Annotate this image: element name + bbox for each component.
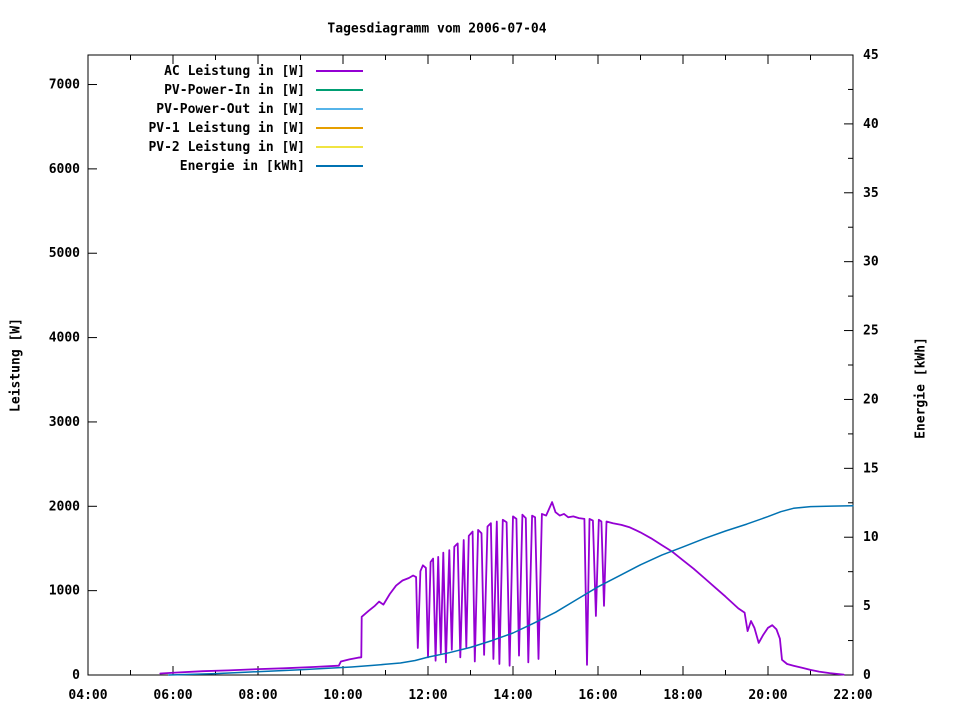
y-right-tick-label: 10 — [863, 530, 879, 545]
series-line-energie — [168, 505, 854, 676]
x-axis-tick-label: 22:00 — [833, 688, 872, 703]
legend-label: PV-2 Leistung in [W] — [148, 140, 305, 155]
x-axis-tick-label: 20:00 — [748, 688, 787, 703]
x-axis-tick-label: 04:00 — [68, 688, 107, 703]
x-axis-tick-label: 08:00 — [238, 688, 277, 703]
y-right-tick-label: 45 — [863, 48, 879, 63]
x-axis-tick-label: 18:00 — [663, 688, 702, 703]
y-left-tick-label: 7000 — [49, 78, 80, 93]
y-left-tick-label: 3000 — [49, 415, 80, 430]
y-right-tick-label: 25 — [863, 324, 879, 339]
y-right-tick-label: 40 — [863, 117, 879, 132]
y-right-axis-title: Energie [kWh] — [913, 337, 929, 439]
y-left-tick-label: 6000 — [49, 162, 80, 177]
x-axis-tick-label: 10:00 — [323, 688, 362, 703]
legend-label: PV-Power-Out in [W] — [156, 102, 305, 117]
y-right-tick-label: 30 — [863, 255, 879, 270]
y-left-tick-label: 2000 — [49, 499, 80, 514]
y-right-tick-label: 5 — [863, 599, 871, 614]
y-left-tick-label: 1000 — [49, 584, 80, 599]
legend-label: AC Leistung in [W] — [164, 64, 305, 79]
y-left-tick-label: 4000 — [49, 331, 80, 346]
x-axis-tick-label: 14:00 — [493, 688, 532, 703]
x-axis-tick-label: 16:00 — [578, 688, 617, 703]
chart-title: Tagesdiagramm vom 2006-07-04 — [327, 21, 547, 37]
y-left-axis-title: Leistung [W] — [8, 318, 24, 412]
y-right-tick-label: 20 — [863, 392, 879, 407]
x-axis-tick-label: 12:00 — [408, 688, 447, 703]
legend-label: PV-Power-In in [W] — [164, 83, 305, 98]
y-right-tick-label: 0 — [863, 668, 871, 683]
legend-label: PV-1 Leistung in [W] — [148, 121, 305, 136]
y-left-tick-label: 5000 — [49, 246, 80, 261]
y-right-tick-label: 15 — [863, 461, 879, 476]
y-right-tick-label: 35 — [863, 186, 879, 201]
y-left-tick-label: 0 — [72, 668, 80, 683]
x-axis-tick-label: 06:00 — [153, 688, 192, 703]
legend-label: Energie in [kWh] — [180, 159, 305, 174]
series-line-ac-leistung — [159, 501, 845, 676]
